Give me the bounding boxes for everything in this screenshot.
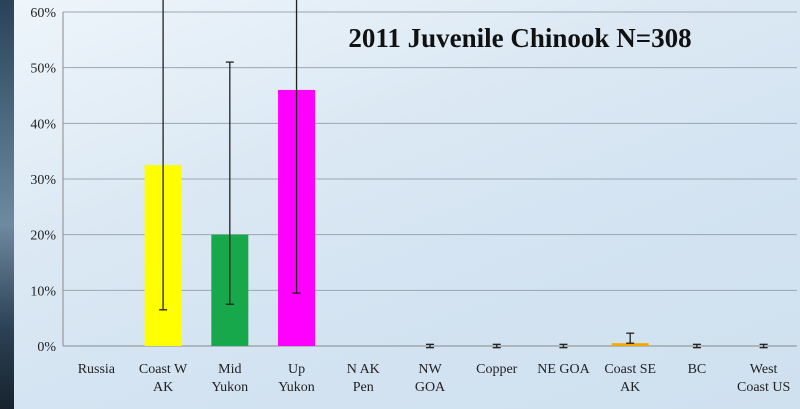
y-tick-label: 40% [30, 117, 56, 132]
chart-title: 2011 Juvenile Chinook N=308 [348, 23, 691, 53]
y-tick-label: 10% [30, 284, 56, 299]
x-category-label: BC [688, 362, 707, 377]
y-tick-label: 0% [37, 340, 56, 355]
y-tick-label: 30% [30, 173, 56, 188]
y-tick-label: 60% [30, 6, 56, 21]
y-tick-label: 20% [30, 229, 56, 244]
gridlines [63, 11, 797, 291]
x-category-label: Russia [78, 362, 116, 377]
x-category-label: Mid Yukon [212, 362, 249, 395]
x-category-label: Up Yukon [278, 362, 315, 395]
bar [611, 343, 649, 346]
x-category-label: N AK Pen [347, 362, 380, 395]
y-axis-tick-labels: 0% 10% 20% 30% 40% 50% 60% [30, 6, 56, 355]
bars [144, 89, 649, 346]
x-category-label: Copper [476, 362, 518, 377]
error-bars [159, 0, 768, 349]
x-category-label: Coast W AK [139, 362, 188, 395]
x-category-label: NW GOA [415, 362, 446, 395]
background-strip [0, 0, 14, 409]
x-category-label: West Coast US [737, 362, 790, 395]
x-axis-category-labels: Russia Coast W AK Mid Yukon Up Yukon N AK Pen NW G… [78, 362, 791, 395]
x-category-label: NE GOA [537, 362, 590, 377]
x-category-label: Coast SE AK [604, 362, 656, 395]
y-tick-label: 50% [30, 62, 56, 77]
